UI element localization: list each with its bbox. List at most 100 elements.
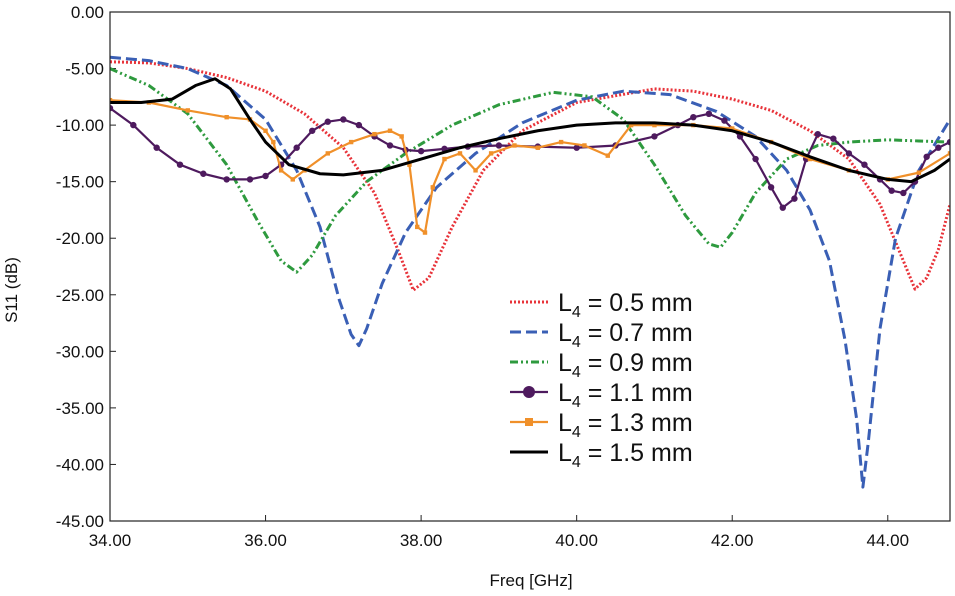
data-point xyxy=(324,118,331,125)
data-point xyxy=(791,195,798,202)
data-point xyxy=(200,170,207,177)
data-point xyxy=(430,185,435,190)
data-point xyxy=(399,134,404,139)
y-axis-label: S11 (dB) xyxy=(2,257,21,323)
legend-label: L4 = 1.5 mm xyxy=(558,439,693,471)
data-point xyxy=(861,161,868,168)
data-point xyxy=(900,189,907,197)
data-point xyxy=(767,184,775,191)
data-point xyxy=(224,114,229,120)
data-point xyxy=(223,176,230,183)
data-point xyxy=(512,143,517,148)
data-point xyxy=(309,127,316,134)
y-axis-label-group: S11 (dB) xyxy=(2,257,21,323)
data-point xyxy=(278,168,284,173)
x-tick-label: 38.00 xyxy=(400,531,443,550)
legend-item: L4 = 0.7 mm xyxy=(510,319,693,351)
x-tick-label: 36.00 xyxy=(244,531,287,550)
data-point xyxy=(495,142,503,149)
y-tick-label: -10.00 xyxy=(56,116,104,135)
data-point xyxy=(110,98,113,103)
data-point xyxy=(457,151,463,156)
x-tick-label: 40.00 xyxy=(555,531,598,550)
data-point xyxy=(830,135,837,142)
data-point xyxy=(293,144,300,151)
series-layer xyxy=(110,55,950,489)
data-point xyxy=(415,224,420,230)
legend-label: L4 = 1.3 mm xyxy=(558,409,693,441)
y-tick-label: 0.00 xyxy=(71,3,104,22)
data-point xyxy=(916,170,922,175)
x-axis-label: Freq [GHz] xyxy=(489,571,572,590)
data-point xyxy=(153,144,160,151)
data-point xyxy=(271,139,276,145)
legend-label: L4 = 0.7 mm xyxy=(558,319,693,351)
plot-area-frame xyxy=(109,11,951,522)
data-point xyxy=(652,122,657,128)
data-point xyxy=(946,138,950,146)
data-point xyxy=(263,128,268,133)
data-point xyxy=(845,150,853,157)
legend-label: L4 = 0.5 mm xyxy=(558,289,693,321)
data-point xyxy=(814,130,821,138)
legend-item: L4 = 1.3 mm xyxy=(510,409,693,441)
data-point xyxy=(262,172,269,180)
data-point xyxy=(185,108,190,113)
data-point xyxy=(705,110,713,118)
data-point xyxy=(888,187,895,194)
series-line xyxy=(110,77,950,184)
legend-marker xyxy=(523,386,535,398)
x-tick-label: 42.00 xyxy=(711,531,754,550)
series-line xyxy=(110,107,950,209)
legend-label: L4 = 0.9 mm xyxy=(558,349,693,381)
data-point xyxy=(417,147,425,155)
data-point xyxy=(752,155,759,163)
data-point xyxy=(442,156,447,162)
y-tick-label: -45.00 xyxy=(56,512,104,531)
data-point xyxy=(340,116,347,123)
data-point xyxy=(422,230,428,235)
series-line xyxy=(110,99,950,234)
data-point xyxy=(535,145,540,150)
data-point xyxy=(947,151,950,156)
x-tick-label: 44.00 xyxy=(867,531,910,550)
legend-item: L4 = 1.1 mm xyxy=(510,379,693,411)
series-line xyxy=(110,55,950,489)
data-point xyxy=(372,131,377,137)
data-point xyxy=(721,117,728,124)
y-axis-ticks: 0.00 -5.00 -10.00 -15.00 -20.00 -25.00 -30.00 -… xyxy=(56,3,116,531)
data-point xyxy=(582,143,587,148)
data-point xyxy=(290,177,295,182)
y-tick-label: -15.00 xyxy=(56,173,104,192)
data-point xyxy=(110,104,114,112)
y-tick-label: -30.00 xyxy=(56,342,104,361)
data-point xyxy=(935,144,942,151)
data-point xyxy=(730,126,735,131)
data-point xyxy=(246,176,254,183)
data-point xyxy=(325,151,330,156)
data-point xyxy=(651,133,658,140)
data-point xyxy=(407,162,412,167)
data-point xyxy=(779,204,786,211)
data-point xyxy=(348,139,354,145)
data-point xyxy=(628,122,634,128)
y-tick-label: -25.00 xyxy=(56,286,104,305)
series-1-5-mm xyxy=(110,77,950,184)
x-axis-ticks: 34.00 36.00 38.00 40.00 42.00 44.00 xyxy=(89,515,909,550)
data-point xyxy=(130,121,137,129)
y-tick-label: -5.00 xyxy=(65,60,104,79)
series-1-3-mm xyxy=(110,98,950,235)
data-point xyxy=(923,153,930,160)
legend-label: L4 = 1.1 mm xyxy=(558,379,693,411)
data-point xyxy=(488,151,494,156)
y-tick-label: -35.00 xyxy=(56,399,104,418)
y-tick-label: -40.00 xyxy=(56,455,104,474)
x-tick-label: 34.00 xyxy=(89,531,132,550)
data-point xyxy=(355,121,363,129)
data-point xyxy=(690,113,697,121)
y-tick-label: -20.00 xyxy=(56,229,104,248)
data-point xyxy=(386,142,394,149)
legend-marker xyxy=(525,418,533,426)
